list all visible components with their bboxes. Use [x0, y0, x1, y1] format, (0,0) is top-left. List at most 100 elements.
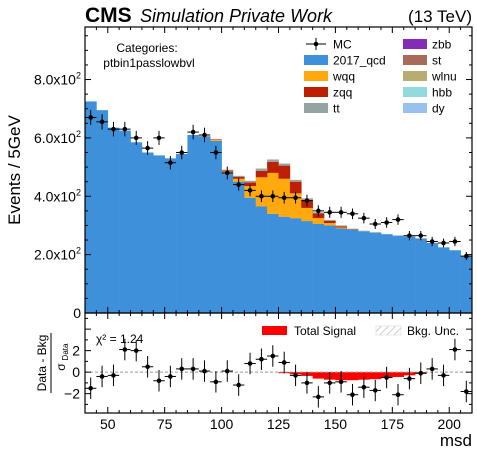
pull-point-9 [187, 358, 199, 380]
bar-tt-18 [289, 179, 302, 182]
legend-entry-tt: tt [304, 102, 340, 116]
legend-label-st: st [432, 54, 442, 68]
bar-2017_qcd-18 [289, 218, 302, 313]
pull-point-19 [301, 372, 313, 394]
mc-point-30 [426, 236, 438, 247]
bar-tt-21 [324, 219, 336, 221]
bar-2017_qcd-28 [403, 236, 416, 313]
xtick-label-0: 50 [100, 416, 116, 432]
bar-zqq-11 [210, 139, 222, 140]
bar-2017_qcd-25 [369, 232, 382, 313]
pull-point-6 [153, 369, 165, 392]
xtick-label-1: 75 [157, 416, 173, 432]
pull-point-4 [130, 339, 142, 362]
bar-2017_qcd-6 [153, 155, 165, 313]
pull-point-3 [119, 338, 131, 361]
bar-2017_qcd-24 [358, 231, 370, 313]
bar-zqq-15 [255, 170, 268, 178]
bar-wqq-11 [210, 139, 222, 141]
bar-zqq-17 [278, 165, 291, 179]
mc-point-13 [232, 178, 245, 191]
legend-entry-wqq: wqq [304, 70, 355, 84]
mc-point-18 [289, 191, 302, 204]
legend-label-MC: MC [333, 38, 352, 52]
bar-2017_qcd-0 [85, 101, 97, 313]
mc-point-32 [449, 236, 461, 247]
mc-point-26 [380, 217, 393, 228]
xtick-label-6: 200 [438, 416, 462, 432]
bar-tt-25 [369, 232, 382, 233]
bar-2017_qcd-32 [449, 250, 461, 313]
bar-tt-17 [278, 163, 291, 166]
legend-entry-dy: dy [403, 102, 445, 116]
mc-point-11 [210, 145, 222, 160]
pull-point-22 [335, 371, 347, 393]
mc-point-29 [415, 230, 427, 241]
legend-label-2017_qcd: 2017_qcd [333, 54, 386, 68]
pull-point-18 [289, 364, 302, 387]
bar-wqq-20 [312, 218, 325, 224]
bar-2017_qcd-27 [392, 235, 405, 313]
mc-point-12 [221, 166, 233, 180]
legend-entry-wlnu: wlnu [403, 70, 457, 84]
mc-point-23 [346, 208, 359, 220]
bar-wqq-19 [301, 207, 313, 222]
bar-2017_qcd-4 [130, 142, 143, 313]
pull-point-2 [107, 364, 120, 387]
bar-wqq-22 [335, 227, 348, 229]
chi2-label: χ² = 1.24 [96, 332, 144, 346]
bar-tt-23 [346, 228, 359, 230]
mc-point-4 [130, 130, 142, 145]
pull-ytick-label-1: 0 [72, 364, 80, 380]
bar-2017_qcd-21 [324, 225, 336, 313]
pull-xlabel: msd [440, 431, 472, 450]
bar-tt-22 [335, 225, 348, 227]
bar-2017_qcd-12 [221, 172, 234, 313]
bar-tt-16 [267, 159, 279, 162]
mc-point-2 [107, 121, 120, 137]
pull-point-31 [437, 364, 450, 387]
xtick-label-4: 150 [324, 416, 348, 432]
ytick-label-3: 8.0x102 [34, 71, 81, 88]
pull-point-11 [210, 371, 222, 393]
bar-tt-15 [255, 168, 268, 171]
legend-swatch-bkg-unc [375, 325, 402, 336]
main-ylabel: Events / 5GeV [5, 115, 24, 225]
bar-2017_qcd-31 [437, 247, 450, 313]
bar-2017_qcd-5 [141, 152, 154, 313]
mc-point-27 [392, 214, 404, 225]
pull-point-24 [358, 376, 370, 398]
pull-ylabel: Data - Bkg σ Data [35, 333, 70, 393]
legend-label-zbb: zbb [432, 38, 452, 52]
legend-entry-MC: MC [306, 38, 352, 52]
mc-point-9 [187, 124, 199, 140]
pull-ylabel-denominator: σ [54, 363, 68, 371]
mc-point-31 [437, 238, 450, 248]
ytick-label-2: 6.0x102 [34, 129, 81, 146]
pull-ytick-label-0: −2 [64, 386, 80, 402]
pull-point-16 [267, 345, 279, 367]
categories-title: Categories: [116, 41, 177, 55]
legend-label-dy: dy [432, 102, 445, 116]
mc-point-1 [96, 114, 108, 130]
energy-label: (13 TeV) [408, 7, 472, 26]
bar-zqq-23 [346, 229, 359, 230]
legend-label-hbb: hbb [432, 86, 452, 100]
pull-point-30 [426, 358, 438, 380]
xtick-label-3: 125 [267, 416, 291, 432]
bar-2017_qcd-20 [312, 223, 325, 313]
pull-point-32 [449, 338, 461, 361]
signal-bin-8 [369, 372, 382, 380]
pull-legend: Total Signal Bkg. Unc. [262, 324, 459, 338]
pull-point-26 [380, 366, 393, 389]
xtick-label-5: 175 [381, 416, 405, 432]
mc-point-5 [141, 141, 154, 156]
categories-name: ptbin1passlowbvl [103, 56, 194, 70]
signal-bin-6 [346, 372, 359, 381]
pull-point-5 [141, 356, 154, 378]
stacked-bars [85, 101, 472, 313]
bar-zqq-14 [244, 182, 257, 187]
pull-point-13 [232, 374, 245, 396]
